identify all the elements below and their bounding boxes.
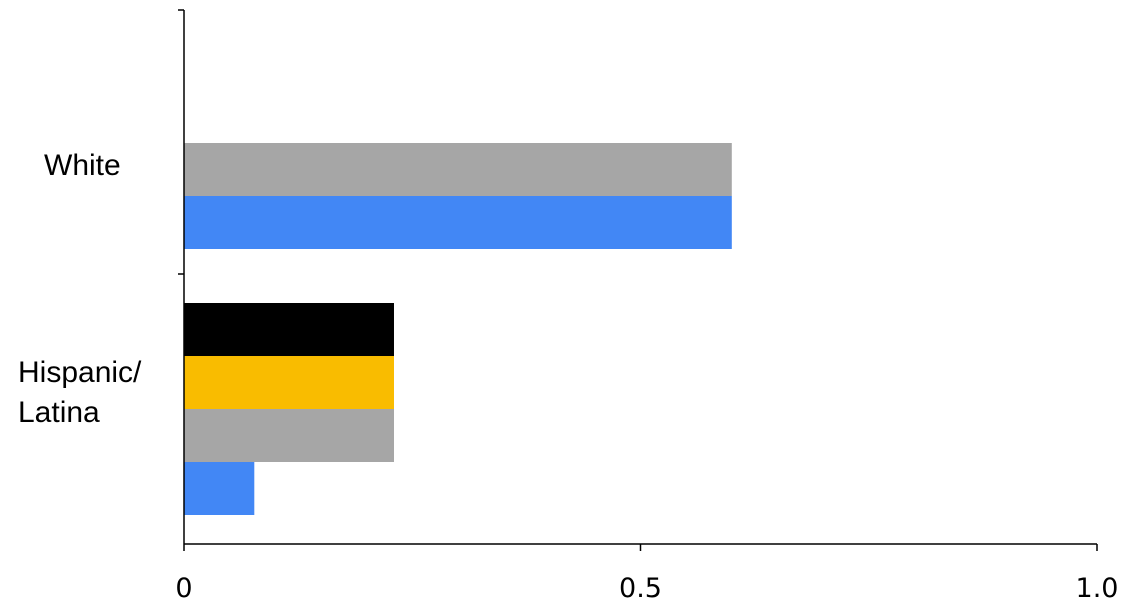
bar-hispanic-latina-2 (184, 356, 394, 409)
category-labels-layer: White Hispanic/Latina (18, 149, 142, 429)
bar-hispanic-latina-3 (184, 409, 394, 462)
bar-hispanic-latina-1 (184, 303, 394, 356)
x-tick-label: 0.5 (619, 573, 662, 604)
x-tick-label: 1.0 (1076, 573, 1119, 604)
bar-hispanic-latina-4 (184, 462, 255, 515)
category-label-white: White (44, 149, 121, 182)
bar-white-1 (184, 143, 732, 196)
category-label-hispanic-latina-line-1: Hispanic/ (18, 356, 142, 389)
bars-layer (184, 143, 732, 515)
x-tick-label: 0 (175, 573, 192, 604)
category-label-hispanic-latina-line-2: Latina (18, 396, 100, 429)
bar-white-2 (184, 196, 732, 249)
axes-layer (178, 9, 1097, 545)
x-ticks-layer: 0 0.5 1.0 (175, 544, 1118, 604)
